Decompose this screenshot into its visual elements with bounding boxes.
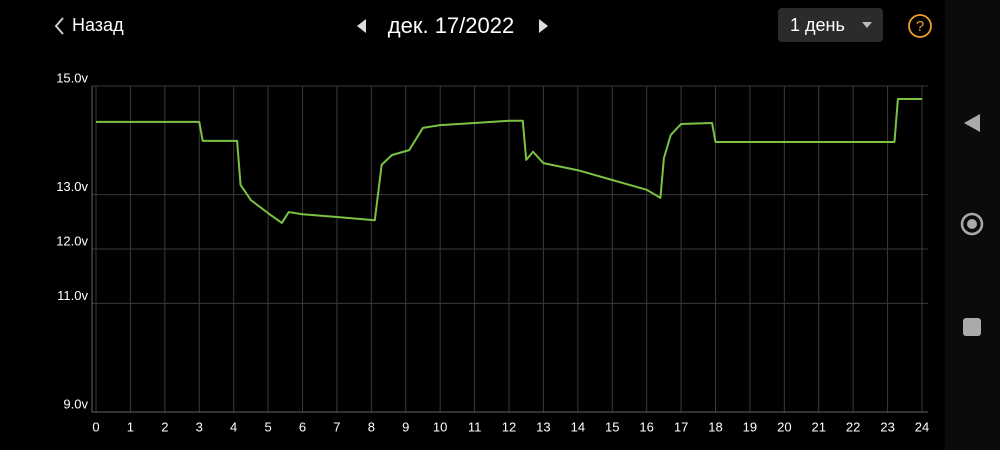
y-tick-label: 11.0v [57, 288, 88, 303]
nav-back[interactable] [964, 114, 980, 132]
nav-recents[interactable] [963, 318, 981, 336]
x-tick-label: 20 [777, 419, 791, 434]
x-tick-label: 19 [743, 419, 757, 434]
x-tick-label: 21 [812, 419, 826, 434]
x-tick-label: 10 [433, 419, 447, 434]
x-tick-label: 1 [127, 419, 134, 434]
back-label: Назад [72, 15, 124, 35]
nav-home[interactable] [960, 212, 984, 236]
y-tick-label: 13.0v [56, 179, 88, 194]
x-tick-label: 12 [502, 419, 516, 434]
range-dropdown[interactable]: 1 день [778, 8, 883, 42]
x-tick-label: 14 [571, 419, 585, 434]
x-tick-label: 7 [333, 419, 340, 434]
x-tick-label: 11 [468, 419, 482, 434]
help-icon: ? [916, 18, 924, 35]
y-tick-label: 9.0v [63, 396, 88, 411]
x-tick-label: 23 [880, 419, 894, 434]
x-tick-label: 6 [299, 419, 306, 434]
x-tick-label: 9 [402, 419, 409, 434]
range-caret [862, 22, 872, 28]
voltage-line [96, 98, 922, 224]
next-day[interactable] [539, 19, 548, 33]
help-circle [908, 14, 932, 38]
x-tick-label: 8 [368, 419, 375, 434]
x-tick-label: 2 [161, 419, 168, 434]
x-tick-label: 3 [196, 419, 203, 434]
x-tick-label: 4 [230, 419, 237, 434]
x-tick-label: 13 [536, 419, 550, 434]
x-tick-label: 18 [708, 419, 722, 434]
back-button[interactable]: Назад [54, 15, 124, 35]
range-label: 1 день [790, 15, 845, 35]
x-tick-label: 15 [605, 419, 619, 434]
nav-home-dot [967, 219, 977, 229]
x-tick-label: 5 [264, 419, 271, 434]
back-chevron [54, 17, 64, 35]
range-box [778, 8, 883, 42]
help-button[interactable]: ? [908, 14, 932, 38]
prev-day[interactable] [357, 19, 366, 33]
x-tick-label: 17 [674, 419, 688, 434]
x-tick-label: 24 [915, 419, 929, 434]
x-tick-label: 0 [92, 419, 99, 434]
y-tick-label: 12.0v [56, 233, 88, 248]
y-tick-label: 15.0v [56, 70, 88, 85]
x-tick-label: 16 [639, 419, 653, 434]
x-tick-label: 22 [846, 419, 860, 434]
date-label: дек. 17/2022 [388, 13, 514, 38]
